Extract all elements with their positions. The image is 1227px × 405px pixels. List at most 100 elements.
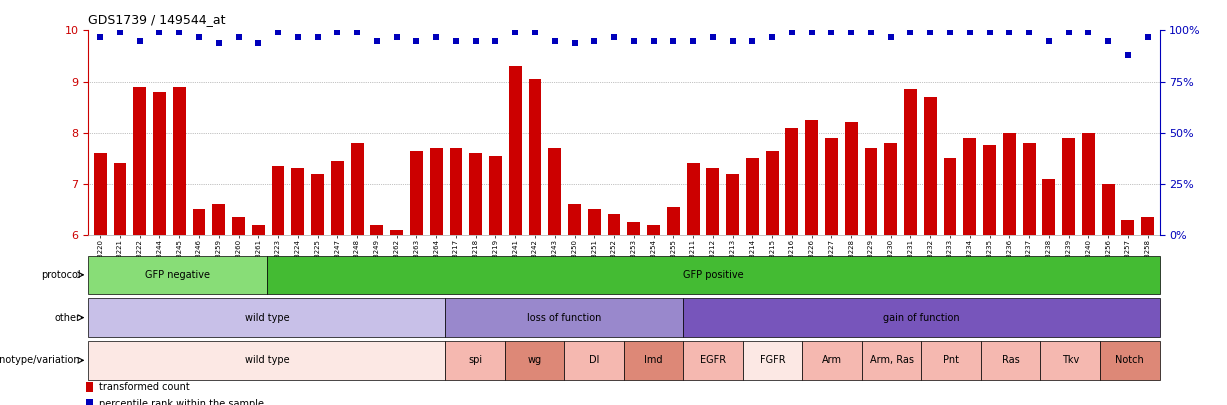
Point: [367, 37, 387, 44]
Bar: [548, 148, 561, 235]
Bar: [291, 168, 304, 235]
Point: [545, 37, 564, 44]
Point: [1039, 37, 1059, 44]
Text: GFP positive: GFP positive: [683, 270, 744, 280]
Bar: [86, 382, 93, 392]
FancyBboxPatch shape: [445, 341, 504, 379]
Bar: [93, 153, 107, 235]
FancyBboxPatch shape: [1099, 341, 1160, 379]
Bar: [588, 209, 601, 235]
Point: [347, 29, 367, 36]
Text: Tkv: Tkv: [1061, 355, 1079, 365]
Point: [447, 37, 466, 44]
Point: [1059, 29, 1079, 36]
Bar: [904, 89, 917, 235]
Bar: [944, 158, 957, 235]
Point: [842, 29, 861, 36]
Bar: [1063, 138, 1075, 235]
Point: [683, 37, 703, 44]
Bar: [86, 399, 93, 405]
Point: [466, 37, 486, 44]
Point: [1137, 33, 1157, 40]
Bar: [1002, 133, 1016, 235]
Point: [269, 29, 288, 36]
Point: [525, 29, 545, 36]
Point: [110, 29, 130, 36]
FancyBboxPatch shape: [861, 341, 921, 379]
Text: Imd: Imd: [644, 355, 663, 365]
Bar: [746, 158, 758, 235]
Bar: [726, 173, 739, 235]
FancyBboxPatch shape: [683, 298, 1160, 337]
Text: Pnt: Pnt: [944, 355, 960, 365]
Bar: [371, 225, 383, 235]
Bar: [429, 148, 443, 235]
Point: [802, 29, 822, 36]
Text: wg: wg: [528, 355, 542, 365]
Bar: [1121, 220, 1134, 235]
Text: Arm: Arm: [822, 355, 842, 365]
Bar: [983, 145, 996, 235]
FancyBboxPatch shape: [802, 341, 861, 379]
Point: [1098, 37, 1118, 44]
Text: gain of function: gain of function: [883, 313, 960, 323]
Bar: [312, 173, 324, 235]
FancyBboxPatch shape: [88, 298, 445, 337]
Bar: [825, 138, 838, 235]
Bar: [331, 161, 344, 235]
Bar: [252, 225, 265, 235]
Point: [703, 33, 723, 40]
Point: [406, 37, 426, 44]
Bar: [212, 204, 226, 235]
Point: [1020, 29, 1039, 36]
Point: [644, 37, 664, 44]
Bar: [529, 79, 541, 235]
FancyBboxPatch shape: [623, 341, 683, 379]
Point: [150, 29, 169, 36]
Point: [189, 33, 209, 40]
Bar: [568, 204, 580, 235]
Bar: [1082, 133, 1094, 235]
Point: [920, 29, 940, 36]
Text: protocol: protocol: [40, 270, 81, 280]
Bar: [607, 215, 621, 235]
Point: [308, 33, 328, 40]
Bar: [173, 87, 185, 235]
FancyBboxPatch shape: [564, 341, 623, 379]
Bar: [1043, 179, 1055, 235]
Text: GFP negative: GFP negative: [145, 270, 210, 280]
FancyBboxPatch shape: [88, 341, 445, 379]
Text: spi: spi: [467, 355, 482, 365]
Bar: [687, 163, 699, 235]
Text: FGFR: FGFR: [760, 355, 785, 365]
Text: GDS1739 / 149544_at: GDS1739 / 149544_at: [88, 13, 226, 26]
Point: [742, 37, 762, 44]
FancyBboxPatch shape: [88, 256, 266, 294]
Bar: [193, 209, 205, 235]
Point: [249, 39, 269, 46]
Text: genotype/variation: genotype/variation: [0, 355, 81, 365]
Point: [426, 33, 445, 40]
Point: [940, 29, 960, 36]
Text: Dl: Dl: [589, 355, 599, 365]
Bar: [469, 153, 482, 235]
FancyBboxPatch shape: [1040, 341, 1099, 379]
FancyBboxPatch shape: [742, 341, 802, 379]
Bar: [766, 151, 779, 235]
FancyBboxPatch shape: [504, 341, 564, 379]
Text: other: other: [54, 313, 81, 323]
FancyBboxPatch shape: [445, 298, 683, 337]
Text: Arm, Ras: Arm, Ras: [870, 355, 914, 365]
Point: [91, 33, 110, 40]
Bar: [114, 163, 126, 235]
Bar: [490, 156, 502, 235]
Bar: [805, 120, 818, 235]
FancyBboxPatch shape: [921, 341, 980, 379]
Point: [564, 39, 584, 46]
Bar: [647, 225, 660, 235]
Point: [584, 37, 604, 44]
Point: [979, 29, 999, 36]
Point: [762, 33, 782, 40]
Point: [1000, 29, 1020, 36]
Point: [625, 37, 644, 44]
